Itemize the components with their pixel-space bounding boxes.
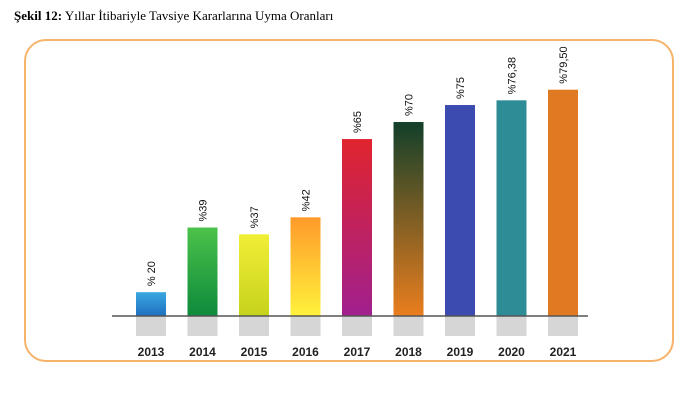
bar-stub-2019 [445, 316, 475, 336]
bar-stub-2018 [393, 316, 424, 336]
bar-2018 [393, 122, 424, 317]
bar-2016 [290, 217, 321, 316]
bar-2021 [548, 89, 578, 316]
x-tick-label-2018: 2018 [395, 345, 422, 359]
bar-2013 [136, 292, 166, 316]
bar-stub-2017 [342, 316, 372, 336]
x-tick-label-2014: 2014 [189, 345, 216, 359]
bar-2019 [445, 105, 475, 316]
bar-stub-2015 [239, 316, 269, 336]
bar-stub-2013 [136, 316, 166, 336]
x-tick-label-2020: 2020 [498, 345, 525, 359]
bar-stub-2016 [290, 316, 321, 336]
value-label-2014: %39 [198, 199, 210, 221]
x-tick-label-2013: 2013 [138, 345, 165, 359]
value-label-2015: %37 [249, 206, 261, 228]
value-label-2020: %76,38 [507, 57, 519, 94]
bar-stub-2021 [548, 316, 578, 336]
x-tick-label-2015: 2015 [241, 345, 268, 359]
x-tick-label-2019: 2019 [447, 345, 474, 359]
x-tick-label-2017: 2017 [344, 345, 371, 359]
value-label-2021: %79,50 [558, 46, 570, 83]
chart-frame [24, 39, 674, 362]
value-label-2017: %65 [352, 111, 364, 133]
x-tick-label-2021: 2021 [550, 345, 577, 359]
value-label-2018: %70 [404, 94, 416, 116]
value-label-2019: %75 [455, 77, 467, 99]
value-label-2016: %42 [301, 189, 313, 211]
bar-2020 [496, 100, 527, 316]
value-label-2013: % 20 [146, 261, 158, 286]
figure-number: Şekil 12: [14, 8, 63, 23]
bar-stub-2014 [187, 316, 218, 336]
bar-stub-2020 [496, 316, 527, 336]
bar-2014 [187, 227, 218, 316]
bar-2015 [239, 234, 269, 316]
figure-caption: Şekil 12: Yıllar İtibariyle Tavsiye Kara… [14, 8, 333, 24]
figure-title: Yıllar İtibariyle Tavsiye Kararlarına Uy… [64, 8, 334, 23]
bar-2017 [342, 139, 372, 316]
x-tick-label-2016: 2016 [292, 345, 319, 359]
